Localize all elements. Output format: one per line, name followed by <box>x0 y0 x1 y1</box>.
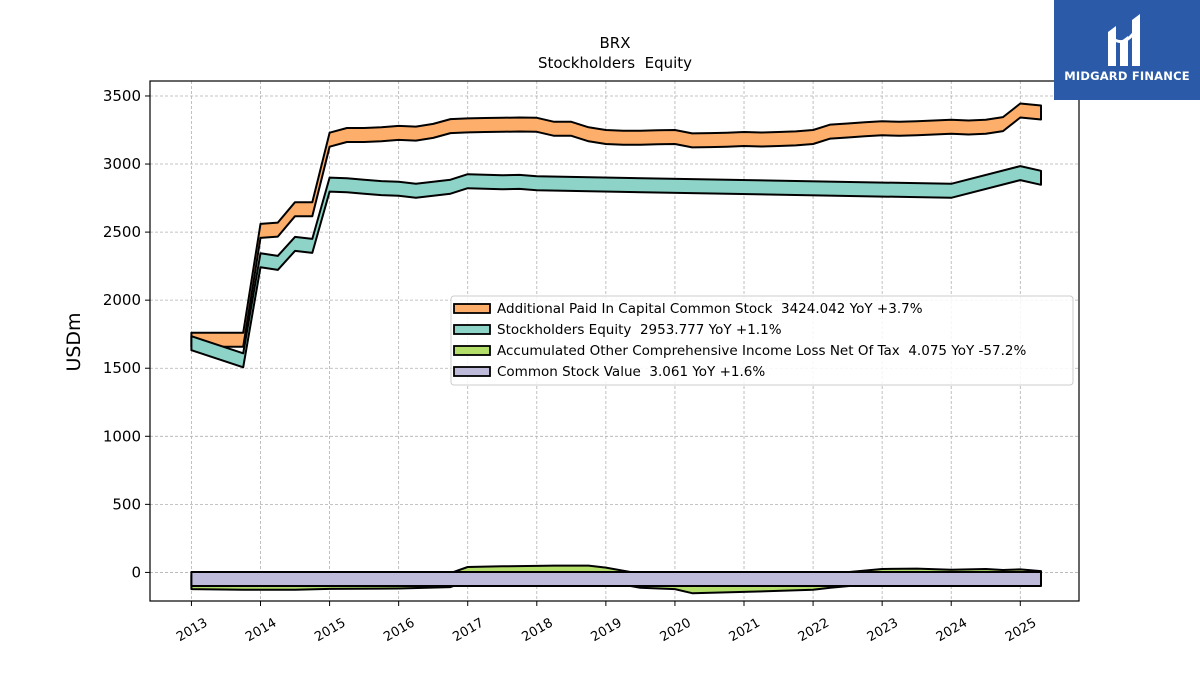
legend-box <box>450 295 1074 386</box>
legend-swatch-0 <box>453 303 491 314</box>
legend: Additional Paid In Capital Common Stock … <box>450 295 1074 386</box>
series-band-3 <box>190 571 1042 587</box>
y-axis: 0 500 1000 1500 2000 2500 3000 3500 <box>103 87 150 581</box>
y-tick-label: 3000 <box>103 155 141 173</box>
legend-label-1: Stockholders Equity 2953.777 YoY +1.1% <box>497 322 782 338</box>
y-axis-label: USDm <box>63 312 85 371</box>
series-band-0 <box>190 102 1042 348</box>
y-tick-label: 0 <box>131 563 141 581</box>
legend-swatch-2 <box>453 345 491 356</box>
brand-logo: MIDGARD FINANCE <box>1054 0 1200 100</box>
logo-text: MIDGARD FINANCE <box>1064 69 1190 83</box>
y-tick-label: 1000 <box>103 427 141 445</box>
legend-label-0: Additional Paid In Capital Common Stock … <box>497 301 923 317</box>
legend-swatch-3 <box>453 366 491 377</box>
chart-subtitle: Stockholders Equity <box>538 54 692 72</box>
plot-series <box>190 102 1042 595</box>
chart-title: BRX <box>600 34 631 52</box>
legend-label-2: Accumulated Other Comprehensive Income L… <box>497 343 1026 359</box>
y-tick-label: 500 <box>112 495 141 513</box>
y-tick-label: 3500 <box>103 87 141 105</box>
y-tick-label: 2500 <box>103 223 141 241</box>
y-tick-label: 1500 <box>103 359 141 377</box>
legend-swatch-1 <box>453 324 491 335</box>
y-tick-label: 2000 <box>103 291 141 309</box>
plot-frame <box>149 80 1080 602</box>
series-band-1 <box>190 165 1042 369</box>
legend-label-3: Common Stock Value 3.061 YoY +1.6% <box>497 364 765 380</box>
logo-mark-icon <box>1108 14 1140 66</box>
